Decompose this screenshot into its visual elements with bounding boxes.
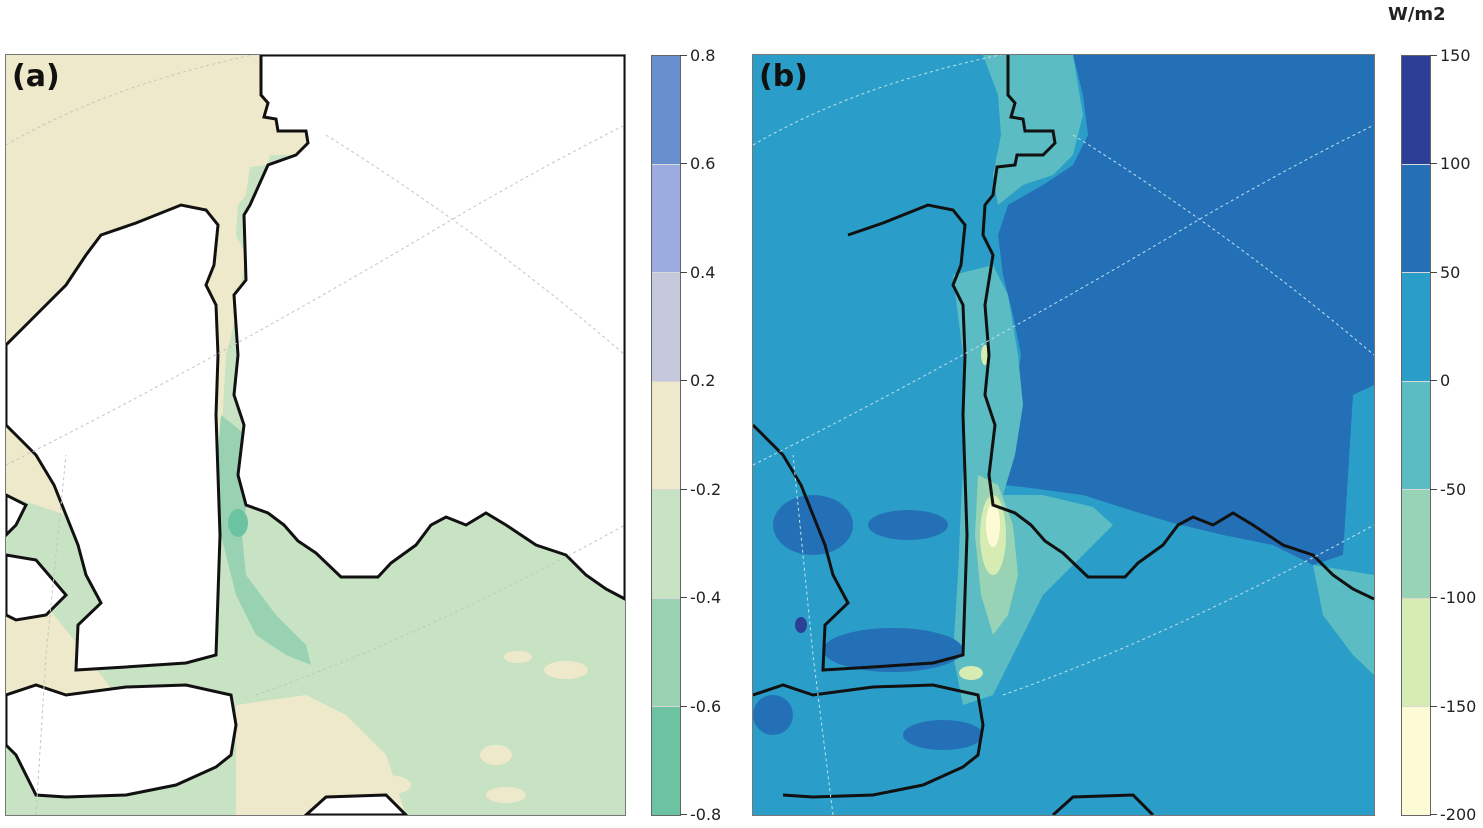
map-b-canvas <box>753 55 1374 815</box>
colorbar-a-tick-label: 0.4 <box>690 262 716 282</box>
flux-field-minus-150-small <box>959 666 983 680</box>
colorbar-b <box>1401 55 1431 816</box>
colorbar-b-tick-label: -150 <box>1440 696 1477 716</box>
graticule-a <box>6 55 625 815</box>
graticule-b <box>753 55 1374 815</box>
colorbar-b-segment <box>1402 598 1430 708</box>
flux-field-100-150 <box>795 617 807 633</box>
map-panel-b: (b) <box>752 54 1375 816</box>
colorbar-a-tick-mark <box>680 597 687 599</box>
colorbar-a-tick-mark <box>680 55 687 56</box>
colorbar-b-tick-mark <box>1430 705 1437 707</box>
colorbar-a-tick-label: -0.6 <box>690 696 722 716</box>
colorbar-b-segment <box>1402 56 1430 165</box>
neutral-patch <box>361 775 411 795</box>
colorbar-b-segment <box>1402 490 1430 599</box>
panel-label-a: (a) <box>12 59 60 94</box>
colorbar-a-segment <box>652 490 680 599</box>
colorbar-b-tick-mark <box>1430 814 1437 815</box>
colorbar-b-tick-label: -100 <box>1440 588 1477 608</box>
neutral-patch <box>504 651 532 663</box>
colorbar-b-segment <box>1402 164 1430 274</box>
coastlines-b <box>753 55 1374 815</box>
colorbar-a-tick-mark <box>680 488 687 490</box>
flux-field-50-100-west <box>823 628 963 672</box>
colorbar-b-tick-mark <box>1430 380 1437 382</box>
map-panel-a: (a) <box>5 54 626 816</box>
colorbar-a <box>651 55 681 816</box>
map-a-canvas <box>6 55 625 815</box>
flux-field-50-100-west <box>903 720 983 750</box>
colorbar-b-tick-label: 50 <box>1440 262 1461 282</box>
colorbar-a-segment <box>652 164 680 274</box>
colorbar-b-tick-label: 150 <box>1440 46 1471 65</box>
colorbar-b-segment <box>1402 381 1430 491</box>
flux-field-50-100-west <box>868 510 948 540</box>
colorbar-a-segment <box>652 707 680 816</box>
colorbar-b-tick-mark <box>1430 163 1437 165</box>
colorbar-a-tick-label: 0.8 <box>690 46 716 65</box>
colorbar-a-tick-mark <box>680 271 687 273</box>
colorbar-b-segment <box>1402 273 1430 382</box>
colorbar-b-tick-mark <box>1430 55 1437 56</box>
colorbar-b-segment <box>1402 707 1430 816</box>
colorbar-b-tick-label: -50 <box>1440 479 1467 499</box>
flux-field-50-100-west <box>773 495 853 555</box>
colorbar-a-segment <box>652 381 680 491</box>
land-mass-main <box>6 203 222 672</box>
land-mass-west <box>6 493 29 538</box>
colorbar-a-tick-label: -0.2 <box>690 479 722 499</box>
colorbar-a-segment <box>652 56 680 165</box>
colorbar-a-tick-label: 0.6 <box>690 154 716 174</box>
colorbar-b-units: W/m2 <box>1388 4 1446 25</box>
land-mass-east <box>232 55 625 601</box>
neutral-patch <box>544 661 588 679</box>
colorbar-a-tick-mark <box>680 814 687 815</box>
colorbar-a-tick-mark <box>680 380 687 382</box>
colorbar-a-segment <box>652 273 680 382</box>
colorbar-b-tick-mark <box>1430 488 1437 490</box>
land-mass-south <box>303 793 409 815</box>
colorbar-a-tick-mark <box>680 705 687 707</box>
panel-label-b: (b) <box>759 59 808 94</box>
strait-field-darkest <box>228 509 248 537</box>
colorbar-a-segment <box>652 598 680 708</box>
colorbar-b-tick-label: 100 <box>1440 154 1471 174</box>
flux-field-50-100-west <box>753 695 793 735</box>
neutral-patch <box>480 745 512 765</box>
colorbar-a-tick-label: -0.4 <box>690 588 722 608</box>
colorbar-b-tick-label: 0 <box>1440 371 1451 391</box>
colorbar-b-tick-mark <box>1430 271 1437 273</box>
colorbar-a-tick-label: 0.2 <box>690 371 716 391</box>
colorbar-b-tick-mark <box>1430 597 1437 599</box>
colorbar-a-tick-label: -0.8 <box>690 805 722 824</box>
colorbar-b-tick-label: -200 <box>1440 805 1477 824</box>
land-mass-southwest <box>6 683 238 799</box>
colorbar-a-tick-mark <box>680 163 687 165</box>
flux-field-50-100 <box>998 55 1374 565</box>
flux-field-minus-200 <box>986 503 1000 547</box>
neutral-patch <box>486 787 526 803</box>
